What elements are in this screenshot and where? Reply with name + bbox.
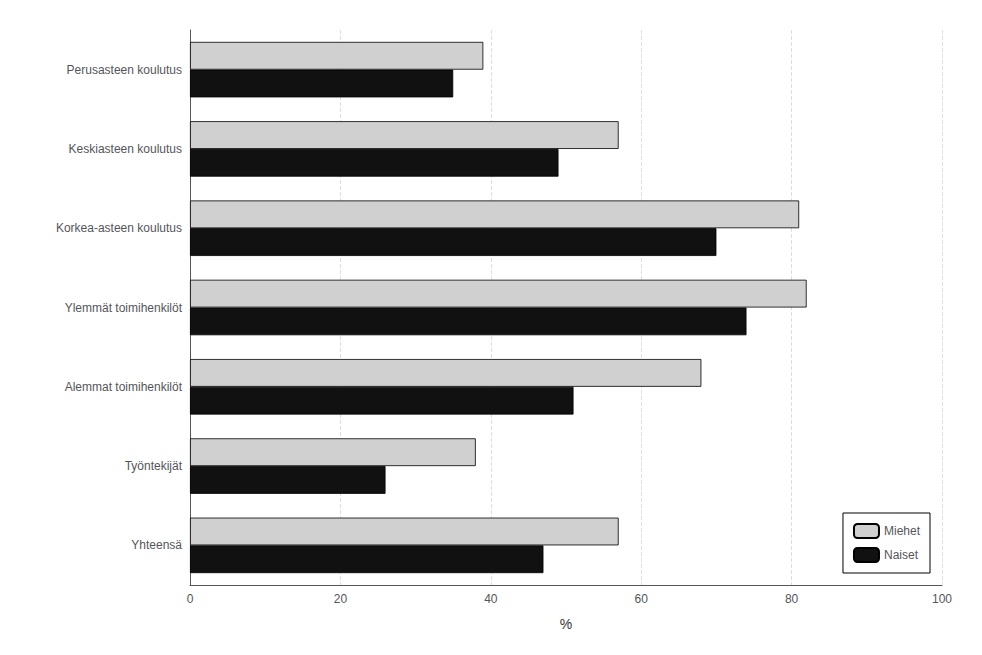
svg-text:Korkea-asteen koulutus: Korkea-asteen koulutus: [56, 221, 182, 235]
svg-text:Ylemmät toimihenkilöt: Ylemmät toimihenkilöt: [65, 301, 183, 315]
svg-text:Miehet: Miehet: [884, 524, 921, 538]
svg-text:40: 40: [484, 592, 498, 606]
svg-text:Keskiasteen koulutus: Keskiasteen koulutus: [69, 142, 182, 156]
svg-text:60: 60: [635, 592, 649, 606]
svg-text:0: 0: [187, 592, 194, 606]
svg-text:Perusasteen koulutus: Perusasteen koulutus: [67, 63, 182, 77]
svg-text:100: 100: [932, 592, 952, 606]
svg-text:Yhteensä: Yhteensä: [131, 538, 182, 552]
svg-text:%: %: [560, 616, 572, 632]
svg-text:20: 20: [334, 592, 348, 606]
svg-text:Alemmat toimihenkilöt: Alemmat toimihenkilöt: [65, 380, 183, 394]
svg-text:Naiset: Naiset: [884, 548, 919, 562]
svg-text:80: 80: [785, 592, 799, 606]
svg-text:Työntekijät: Työntekijät: [125, 459, 183, 473]
